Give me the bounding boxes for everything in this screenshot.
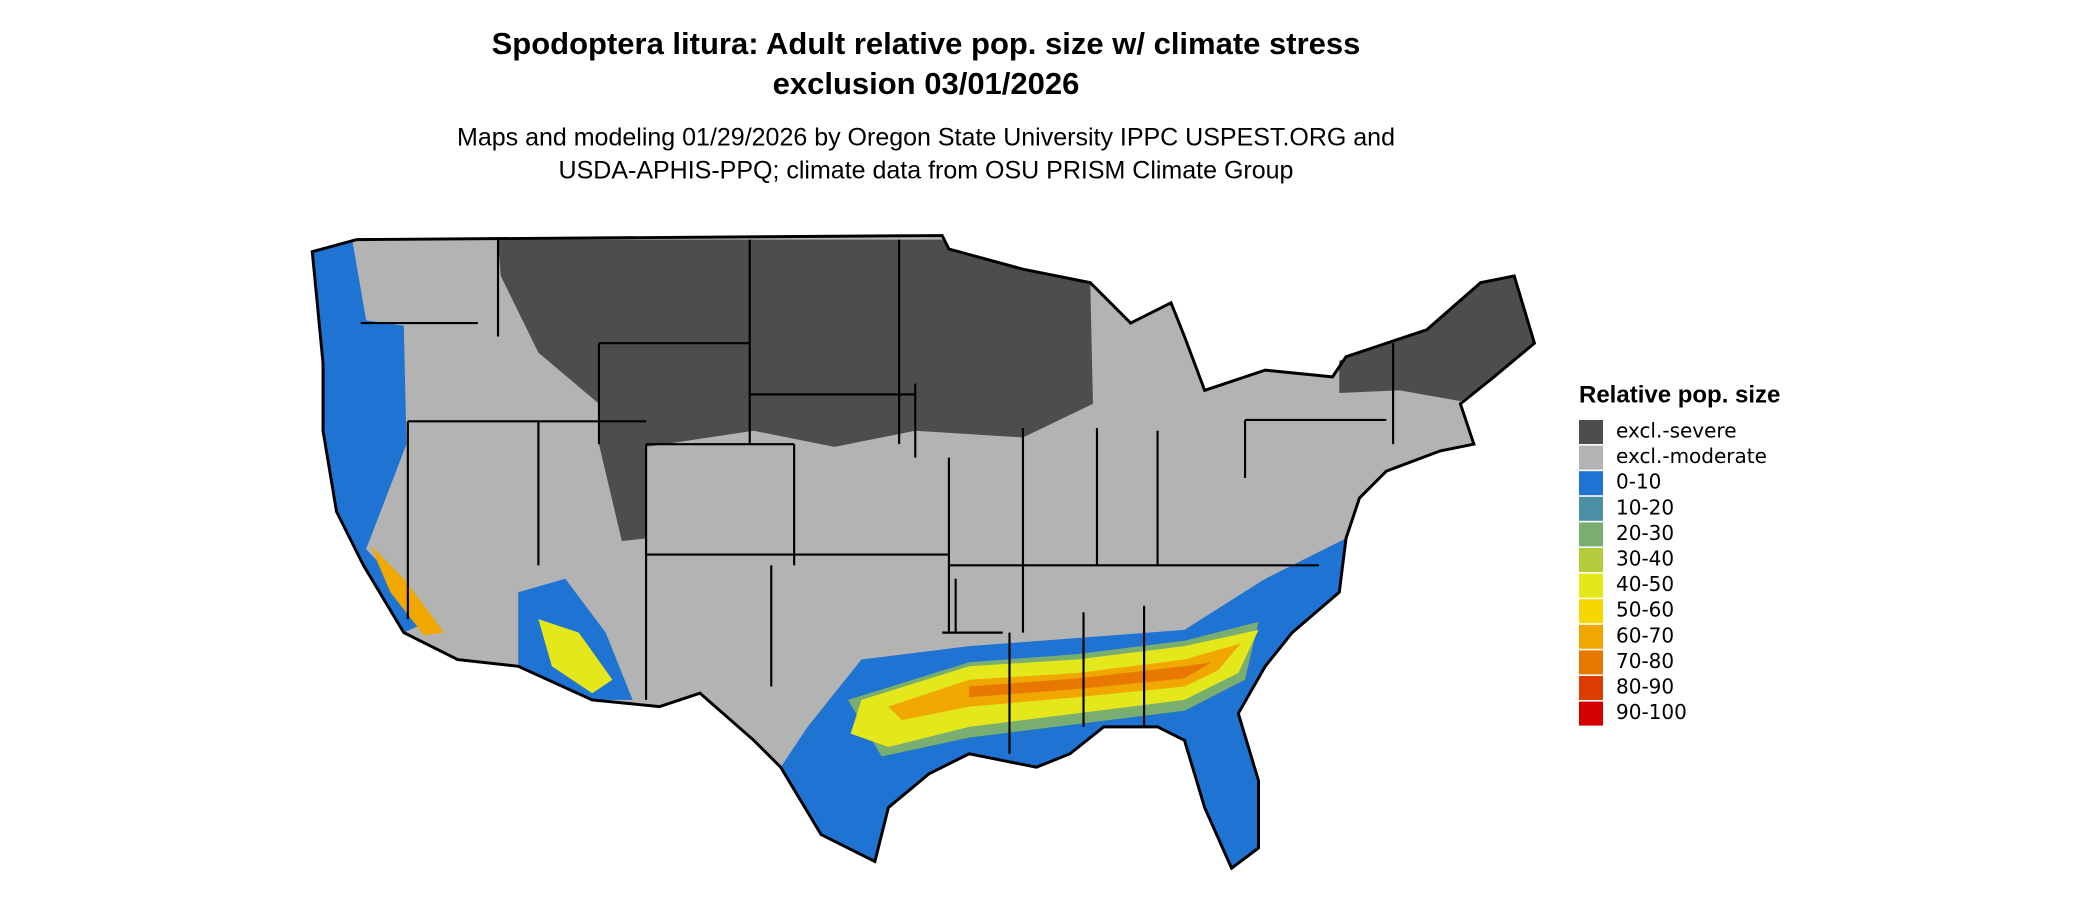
land-severe — [1339, 275, 1535, 402]
legend-label: 20-30 — [1616, 521, 1674, 545]
legend-swatch — [1579, 650, 1603, 675]
legend-swatch — [1579, 445, 1603, 470]
outline — [310, 234, 1537, 871]
legend: excl.-severeexcl.-moderate0-1010-2020-30… — [1579, 419, 1767, 726]
land-high — [969, 662, 1212, 698]
subtitle: USDA-APHIS-PPQ; climate data from OSU PR… — [559, 157, 1294, 185]
legend-label: excl.-moderate — [1616, 444, 1767, 468]
legend-label: 90-100 — [1616, 700, 1687, 724]
title: exclusion 03/01/2026 — [773, 66, 1080, 101]
legend-label: 70-80 — [1616, 649, 1674, 673]
land-low — [312, 242, 434, 633]
legend-label: 30-40 — [1616, 547, 1674, 571]
legend-swatch — [1579, 548, 1603, 572]
legend-label: 60-70 — [1616, 623, 1674, 647]
legend-label: 10-20 — [1616, 495, 1674, 519]
legend-label: excl.-severe — [1616, 419, 1737, 443]
legend-swatch — [1579, 676, 1603, 700]
state-lines — [360, 239, 1395, 754]
title: Spodoptera litura: Adult relative pop. s… — [492, 26, 1361, 61]
legend-label: 50-60 — [1616, 598, 1674, 622]
land-severe — [498, 239, 1093, 542]
legend-title: Relative pop. size — [1579, 381, 1780, 408]
legend-swatch — [1579, 573, 1603, 598]
legend-swatch — [1579, 496, 1603, 521]
legend-swatch — [1579, 624, 1603, 649]
legend-swatch — [1579, 522, 1603, 547]
subtitle: Maps and modeling 01/29/2026 by Oregon S… — [457, 124, 1395, 152]
legend-label: 0-10 — [1616, 470, 1661, 494]
legend-label: 40-50 — [1616, 572, 1674, 596]
legend-swatch — [1579, 471, 1603, 496]
legend-swatch — [1579, 701, 1603, 726]
map — [310, 234, 1537, 871]
legend-swatch — [1579, 599, 1603, 624]
legend-swatch — [1579, 420, 1603, 444]
legend-label: 80-90 — [1616, 675, 1674, 699]
land-mid — [538, 619, 613, 694]
